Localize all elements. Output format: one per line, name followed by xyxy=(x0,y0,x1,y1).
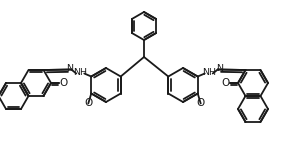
Text: NH: NH xyxy=(73,68,87,77)
Text: N: N xyxy=(66,64,73,73)
Text: O: O xyxy=(59,78,67,88)
Text: N: N xyxy=(216,64,223,73)
Text: O: O xyxy=(84,99,92,108)
Text: O: O xyxy=(222,78,230,88)
Text: NH: NH xyxy=(202,68,216,77)
Text: O: O xyxy=(197,99,205,108)
